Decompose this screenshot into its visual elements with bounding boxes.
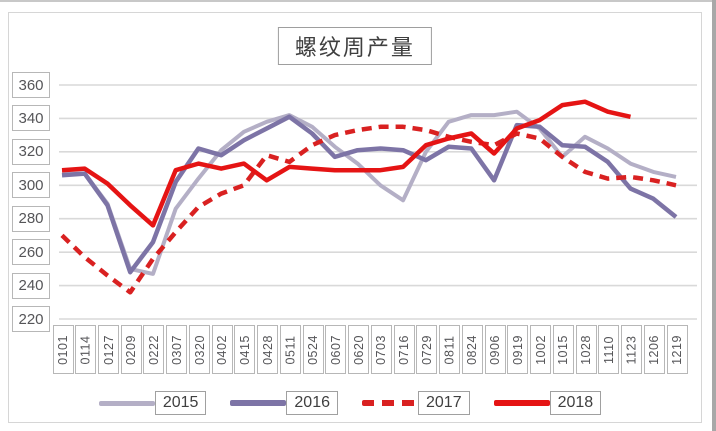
series-line-2016	[61, 114, 678, 275]
x-axis-label: 0716	[393, 325, 415, 374]
x-axis-label-text: 0415	[237, 334, 252, 365]
legend-label-2018: 2018	[549, 391, 602, 415]
x-axis-label: 1219	[666, 325, 688, 374]
legend: 2015 2016 2017 2018	[0, 391, 700, 415]
x-axis-label: 1123	[621, 325, 643, 374]
legend-swatch-2018	[493, 400, 550, 406]
x-axis-label-text: 0511	[283, 335, 298, 364]
x-axis-label: 0402	[211, 325, 233, 374]
x-axis-label: 0620	[348, 325, 370, 374]
x-axis-label-text: 1123	[624, 335, 639, 364]
x-axis-label-text: 1028	[579, 334, 594, 365]
x-axis-label: 1002	[530, 325, 552, 374]
x-axis-label: 1015	[552, 325, 574, 374]
x-axis-label-text: 0428	[260, 334, 275, 365]
legend-swatch-2015	[98, 400, 155, 406]
x-axis-label-text: 0620	[351, 334, 366, 365]
x-axis-label: 1028	[575, 325, 597, 374]
x-axis-label-text: 1110	[601, 335, 616, 364]
x-axis-label-text: 0402	[215, 334, 230, 365]
y-axis-label: 260	[12, 239, 50, 266]
x-axis-label-text: 0524	[306, 334, 321, 365]
x-axis-label: 0101	[52, 325, 74, 374]
x-axis-label: 0811	[439, 325, 461, 374]
x-axis-label: 0222	[143, 325, 165, 374]
x-axis-label-text: 0320	[192, 334, 207, 365]
x-axis-label-text: 0209	[124, 334, 139, 365]
x-axis-label-text: 0114	[78, 335, 93, 364]
x-axis-label: 0703	[370, 325, 392, 374]
legend-item-2015: 2015	[98, 391, 207, 415]
x-axis-label: 0114	[75, 325, 97, 374]
legend-swatch-2017	[362, 400, 418, 406]
x-axis-label-text: 0703	[374, 334, 389, 365]
y-axis-label: 280	[12, 205, 50, 232]
y-axis-label: 340	[12, 105, 50, 132]
legend-label-2016: 2016	[286, 391, 338, 415]
window-edge-right	[712, 0, 716, 431]
window-edge-top	[0, 0, 716, 2]
y-axis-label: 320	[12, 138, 50, 165]
series-line-2017	[60, 124, 677, 295]
x-axis-label-text: 0824	[465, 334, 480, 365]
x-axis-label-text: 0222	[146, 334, 161, 365]
x-axis-label: 0824	[461, 325, 483, 374]
x-axis-label: 0607	[325, 325, 347, 374]
x-axis-label: 0307	[166, 325, 188, 374]
y-axis-label: 360	[12, 72, 50, 98]
x-axis-label-text: 0127	[101, 334, 116, 365]
x-axis-label-text: 1015	[556, 334, 571, 365]
x-axis-label: 0511	[279, 325, 301, 374]
x-axis-label: 0919	[507, 325, 529, 374]
x-axis-label: 0906	[484, 325, 506, 374]
series-line-2015	[62, 109, 677, 276]
legend-label-2017: 2017	[418, 391, 470, 415]
x-axis-label-text: 0607	[328, 334, 343, 365]
y-axis-label: 220	[12, 306, 50, 332]
x-axis-label-text: 1002	[533, 334, 548, 365]
x-axis-label-text: 0307	[169, 334, 184, 365]
x-axis-label-text: 1219	[670, 334, 684, 365]
x-axis-label: 0524	[302, 325, 324, 374]
x-axis-label: 0415	[234, 325, 256, 374]
series-line-2018	[61, 99, 631, 228]
y-axis-label: 240	[12, 272, 50, 299]
x-axis-label: 0320	[188, 325, 210, 374]
x-axis-label-text: 0811	[442, 335, 457, 364]
x-axis-label: 0127	[97, 325, 119, 374]
x-axis-label-text: 1206	[647, 334, 662, 365]
legend-item-2016: 2016	[230, 391, 338, 415]
x-axis-label-text: 0716	[397, 334, 412, 365]
x-axis-label: 0729	[416, 325, 438, 374]
x-axis-label-text: 0906	[488, 334, 503, 365]
chart-title: 螺纹周产量	[277, 27, 432, 65]
x-axis-label: 0209	[120, 325, 142, 374]
x-axis-label-text: 0729	[419, 334, 434, 365]
x-axis-label: 1206	[643, 325, 665, 374]
y-axis-label: 300	[12, 172, 50, 199]
x-axis-label-text: 0919	[510, 334, 525, 365]
legend-swatch-2016	[230, 400, 287, 406]
x-axis-label: 0428	[257, 325, 279, 374]
legend-item-2018: 2018	[493, 391, 602, 415]
legend-item-2017: 2017	[362, 391, 470, 415]
legend-label-2015: 2015	[154, 391, 207, 415]
x-axis-label-text: 0101	[56, 334, 70, 365]
x-axis-label: 1110	[598, 325, 620, 374]
